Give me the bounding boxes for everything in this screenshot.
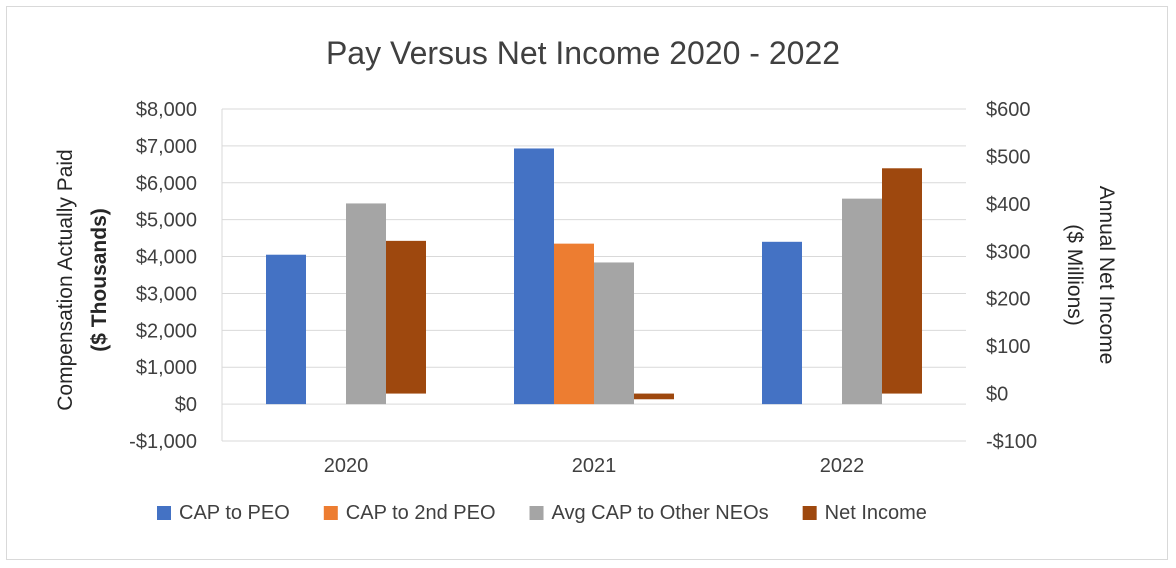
- right-axis-title-line2: ($ Millions): [1063, 224, 1086, 326]
- bar-avg-cap-to-other-neos-2020: [346, 203, 386, 405]
- right-tick-label: $0: [986, 384, 1008, 406]
- bar-cap-to-2nd-peo-2021: [554, 243, 594, 405]
- right-tick-label: $400: [986, 194, 1031, 216]
- legend-label: CAP to PEO: [179, 502, 290, 524]
- right-tick-label: $500: [986, 146, 1031, 168]
- left-axis-title-line1: Compensation Actually Paid: [54, 149, 77, 411]
- bar-net-income-2022: [882, 168, 922, 394]
- x-axis-ticks: 2020 2021 2022: [324, 455, 865, 477]
- right-tick-label: $300: [986, 241, 1031, 263]
- left-tick-label: $6,000: [136, 173, 197, 195]
- left-tick-label: $7,000: [136, 136, 197, 158]
- bar-cap-to-peo-2021: [514, 148, 554, 405]
- right-tick-label: -$100: [986, 431, 1037, 453]
- right-tick-label: $200: [986, 289, 1031, 311]
- legend-swatch: [802, 506, 817, 520]
- left-axis-ticks: -$1,000 $0 $1,000 $2,000 $3,000 $4,000 $5,000 $…: [129, 99, 197, 453]
- legend-label: CAP to 2nd PEO: [346, 502, 496, 524]
- right-axis-title-line1: Annual Net Income: [1095, 186, 1118, 365]
- x-tick-label: 2022: [820, 455, 865, 477]
- left-tick-label: $2,000: [136, 320, 197, 342]
- left-tick-label: $4,000: [136, 247, 197, 269]
- legend-label: Avg CAP to Other NEOs: [552, 502, 769, 524]
- left-tick-label: -$1,000: [129, 431, 197, 453]
- legend-swatch: [323, 506, 338, 520]
- right-axis-title: Annual Net Income ($ Millions): [1063, 186, 1118, 365]
- left-axis-title: Compensation Actually Paid ($ Thousands): [54, 149, 111, 411]
- legend-label: Net Income: [825, 502, 927, 524]
- bar-cap-to-peo-2020: [266, 254, 306, 405]
- x-tick-label: 2021: [572, 455, 617, 477]
- right-axis-ticks: -$100 $0 $100 $200 $300 $400 $500 $600: [986, 99, 1037, 453]
- left-tick-label: $1,000: [136, 357, 197, 379]
- left-tick-label: $3,000: [136, 283, 197, 305]
- right-tick-label: $100: [986, 336, 1031, 358]
- legend: CAP to PEO CAP to 2nd PEO Avg CAP to Other…: [157, 502, 927, 524]
- left-tick-label: $5,000: [136, 210, 197, 232]
- x-tick-label: 2020: [324, 455, 369, 477]
- bar-net-income-2021: [634, 393, 674, 400]
- bar-avg-cap-to-other-neos-2022: [842, 198, 882, 405]
- bars: [266, 148, 922, 405]
- legend-swatch: [529, 506, 544, 520]
- left-tick-label: $8,000: [136, 99, 197, 121]
- right-tick-label: $600: [986, 99, 1031, 121]
- legend-swatch: [157, 506, 171, 520]
- left-tick-label: $0: [175, 394, 197, 416]
- chart-title: Pay Versus Net Income 2020 - 2022: [326, 35, 840, 71]
- bar-net-income-2020: [386, 240, 426, 394]
- left-axis-title-line2: ($ Thousands): [88, 208, 111, 352]
- bar-avg-cap-to-other-neos-2021: [594, 262, 634, 405]
- bar-cap-to-peo-2022: [762, 241, 802, 405]
